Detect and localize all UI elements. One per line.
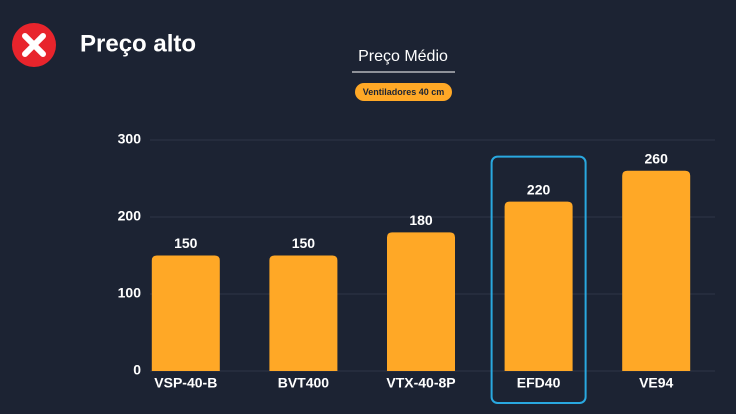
- x-tick-label: VSP-40-B: [154, 375, 217, 391]
- data-label: 180: [409, 212, 433, 228]
- y-tick-label: 300: [118, 131, 142, 147]
- x-tick-label: EFD40: [517, 375, 561, 391]
- x-tick-label: VTX-40-8P: [386, 375, 455, 391]
- x-icon-cross: [22, 33, 46, 57]
- bar: [269, 255, 338, 371]
- data-label: 150: [174, 235, 198, 251]
- highlight-box: [490, 155, 587, 404]
- data-label: 150: [292, 235, 316, 251]
- chart-subtitle: Ventiladores 40 cm: [363, 87, 445, 97]
- header-title: Preço alto: [80, 30, 196, 57]
- y-tick-label: 200: [118, 208, 142, 224]
- chart-title: Preço Médio: [358, 48, 448, 65]
- bar: [622, 170, 691, 371]
- bar: [387, 232, 455, 371]
- y-tick-label: 100: [118, 285, 142, 301]
- bar: [504, 201, 573, 371]
- data-label: 220: [527, 181, 551, 197]
- bar: [151, 255, 220, 371]
- subtitle-badge: [355, 83, 452, 101]
- x-tick-label: BVT400: [278, 375, 330, 391]
- data-label: 260: [645, 151, 669, 167]
- x-tick-label: VE94: [639, 375, 673, 391]
- y-tick-label: 0: [133, 362, 141, 378]
